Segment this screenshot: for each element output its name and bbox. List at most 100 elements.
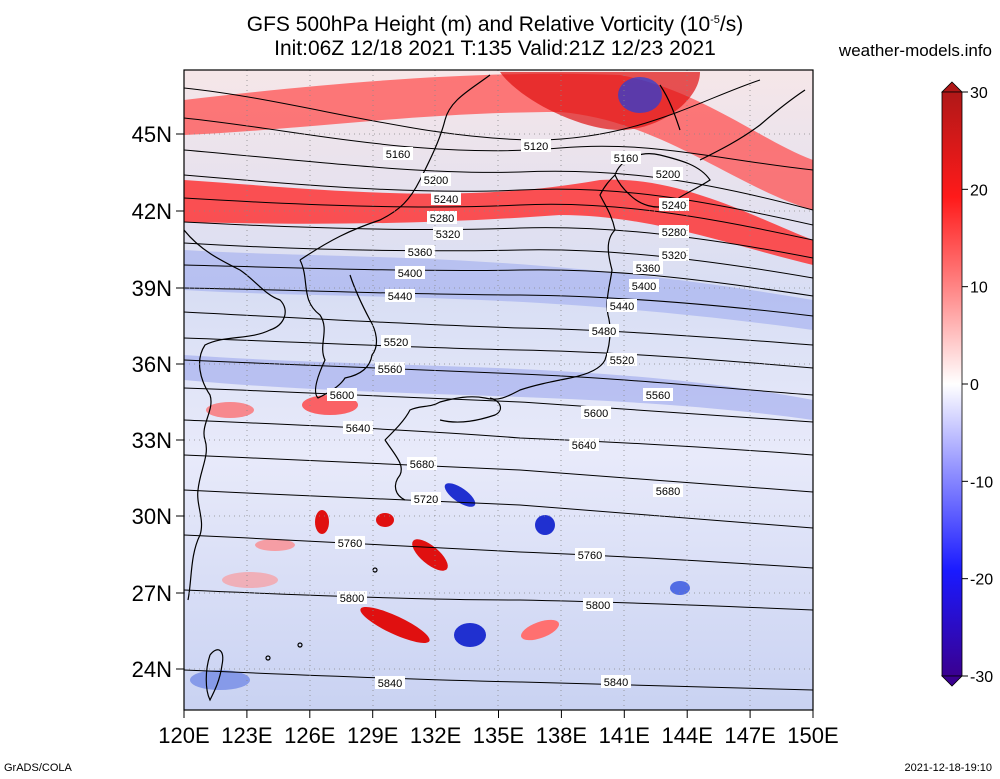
contour-label: 5480 [589,324,619,338]
lat-tick-label: 24N [132,657,172,682]
contour-label: 5680 [407,457,437,471]
contour-label: 5440 [607,299,637,313]
svg-text:5720: 5720 [414,494,438,506]
colorbar-tick-label: 20 [970,182,988,199]
svg-text:5240: 5240 [662,200,686,212]
svg-text:5520: 5520 [610,355,634,367]
svg-text:5800: 5800 [340,593,364,605]
svg-text:5200: 5200 [656,169,680,181]
chart-title-line2: Init:06Z 12/18 2021 T:135 Valid:21Z 12/2… [274,37,716,60]
lat-tick-label: 45N [132,122,172,147]
height-contours [184,79,813,691]
svg-text:5320: 5320 [436,229,460,241]
contour-label: 5360 [633,261,663,275]
svg-text:5840: 5840 [378,678,402,690]
contour-label: 5360 [405,245,435,259]
svg-text:5760: 5760 [338,538,362,550]
lat-tick-label: 36N [132,352,172,377]
svg-text:5240: 5240 [434,194,458,206]
svg-text:5360: 5360 [636,263,660,275]
lon-tick-label: 138E [536,723,587,748]
contour-label: 5440 [385,289,415,303]
svg-text:5760: 5760 [578,550,602,562]
svg-text:5560: 5560 [646,390,670,402]
colorbar-tick-label: 30 [970,85,988,102]
lon-tick-label: 135E [473,723,524,748]
contour-label: 5520 [607,353,637,367]
contour-labels: 5120 5160 5160 5200 5200 5240 5240 5280 5280 5320… [327,139,689,690]
contour-label: 5560 [375,362,405,376]
lon-tick-label: 129E [347,723,398,748]
latitude-axis: 45N 42N 39N 36N 33N 30N 27N 24N [132,122,184,682]
svg-text:5600: 5600 [330,390,354,402]
contour-label: 5640 [343,421,373,435]
lat-tick-label: 39N [132,276,172,301]
contour-label: 5280 [659,225,689,239]
svg-text:5280: 5280 [430,213,454,225]
contour-label: 5400 [395,266,425,280]
contour-label: 5160 [611,151,641,165]
contour-label: 5280 [427,211,457,225]
svg-text:5280: 5280 [662,227,686,239]
contour-label: 5240 [659,198,689,212]
svg-text:5560: 5560 [378,364,402,376]
contour-label: 5840 [375,676,405,690]
graticule [184,70,813,710]
colorbar-bar [941,91,963,677]
contour-label: 5800 [337,591,367,605]
lon-tick-label: 147E [724,723,775,748]
svg-text:5640: 5640 [346,423,370,435]
svg-text:5480: 5480 [592,326,616,338]
contour-label: 5720 [411,492,441,506]
vorticity-field [184,70,813,710]
colorbar-tick-label: 10 [970,280,988,297]
contour-label: 5160 [383,147,413,161]
contour-label: 5120 [521,139,551,153]
svg-text:5120: 5120 [524,141,548,153]
contour-label: 5200 [421,173,451,187]
svg-text:5440: 5440 [610,301,634,313]
chart-title-line1: GFS 500hPa Height (m) and Relative Vorti… [246,13,744,36]
colorbar-tick-label: -10 [970,474,993,491]
lon-tick-label: 123E [221,723,272,748]
lon-tick-label: 144E [662,723,713,748]
lat-tick-label: 42N [132,199,172,224]
colorbar-tick-label: 0 [970,377,979,394]
lon-tick-label: 132E [410,723,461,748]
contour-label: 5200 [653,167,683,181]
contour-label: 5600 [581,406,611,420]
svg-text:5400: 5400 [398,268,422,280]
svg-text:5800: 5800 [586,600,610,612]
lat-tick-label: 33N [132,428,172,453]
svg-text:5160: 5160 [386,149,410,161]
svg-text:5400: 5400 [632,281,656,293]
contour-label: 5520 [381,335,411,349]
svg-text:5680: 5680 [410,459,434,471]
lat-tick-label: 30N [132,504,172,529]
contour-label: 5800 [583,598,613,612]
colorbar-min-arrow [941,675,963,687]
lon-tick-label: 141E [599,723,650,748]
contour-label: 5320 [659,248,689,262]
site-credit: weather-models.info [838,41,992,60]
footer-left: GrADS/COLA [4,762,72,774]
svg-text:5360: 5360 [408,247,432,259]
lon-tick-label: 126E [284,723,335,748]
colorbar: 30 20 10 0 -10 -20 -30 [941,81,993,687]
contour-label: 5840 [601,675,631,689]
contour-label: 5240 [431,192,461,206]
contour-label: 5640 [569,438,599,452]
svg-text:5440: 5440 [388,291,412,303]
svg-text:5600: 5600 [584,408,608,420]
svg-text:5680: 5680 [656,486,680,498]
contour-label: 5760 [335,536,365,550]
lat-tick-label: 27N [132,581,172,606]
contour-label: 5680 [653,484,683,498]
colorbar-tick-label: -30 [970,669,993,686]
lon-tick-label: 120E [158,723,209,748]
longitude-axis: 120E 123E 126E 129E 132E 135E 138E 141E 144E 147E… [158,710,839,748]
footer-right: 2021-12-18-19:10 [904,762,992,774]
svg-text:5160: 5160 [614,153,638,165]
contour-label: 5760 [575,548,605,562]
